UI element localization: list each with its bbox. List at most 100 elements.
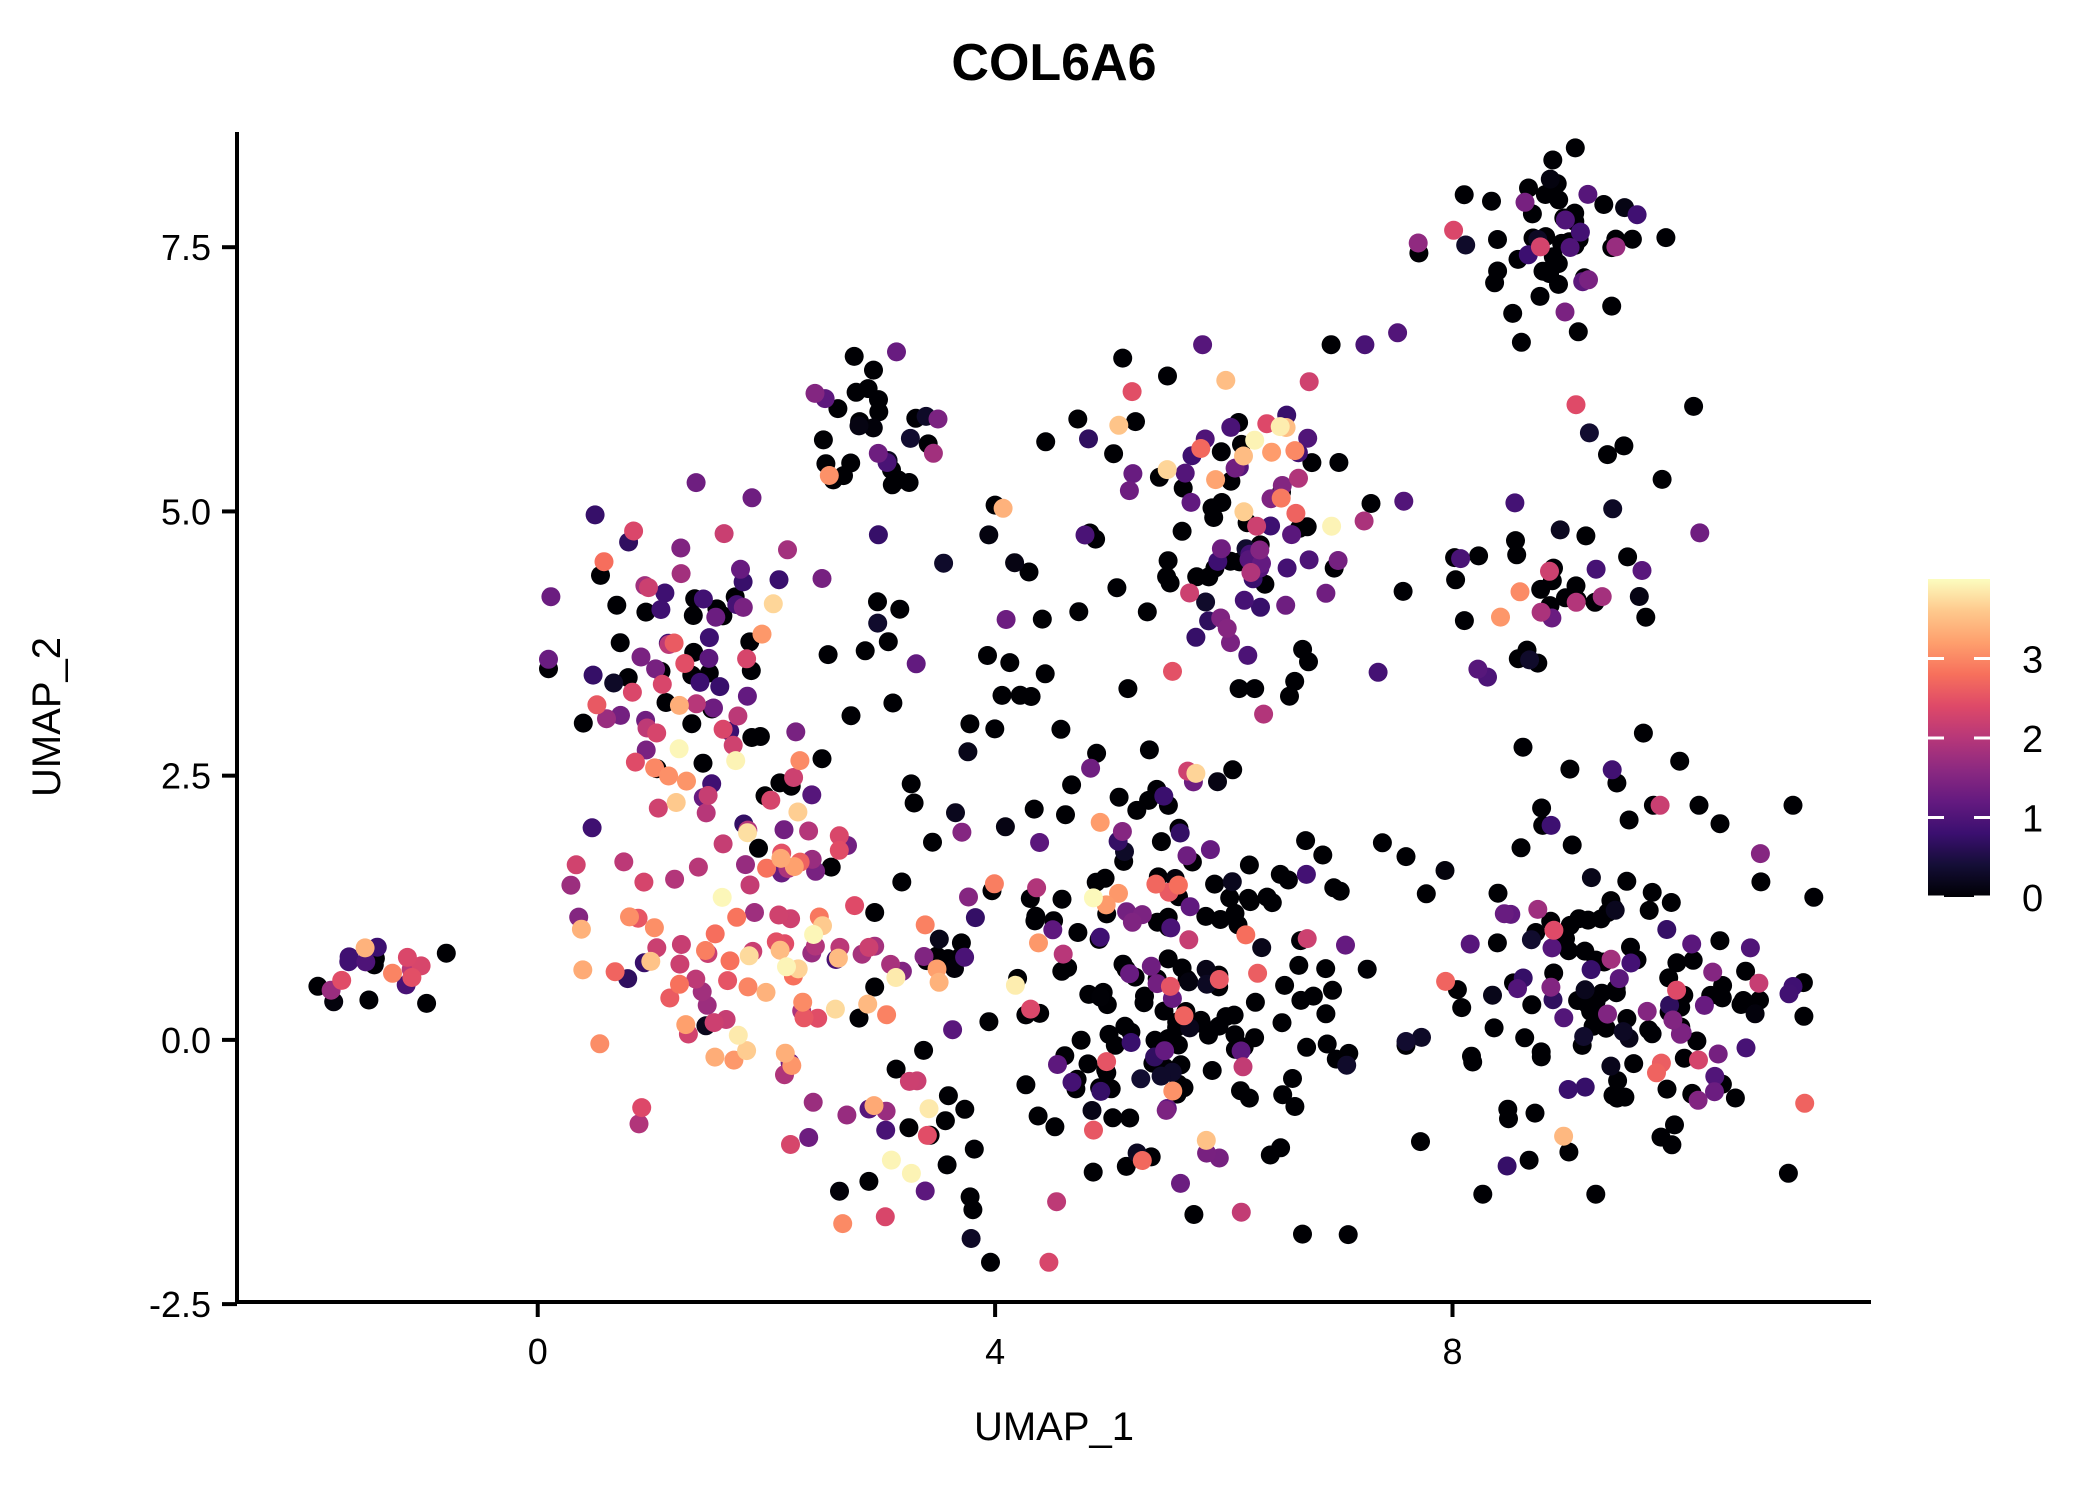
cell-point — [1289, 468, 1308, 488]
cell-point — [1317, 1034, 1337, 1054]
cell-point — [1558, 1080, 1578, 1099]
cell-point — [1177, 846, 1197, 866]
cell-point — [829, 840, 849, 860]
cell-point — [1275, 975, 1295, 995]
cell-point — [1154, 786, 1174, 806]
cell-point — [1163, 1081, 1183, 1101]
cell-point — [1601, 949, 1621, 969]
cell-point — [1241, 563, 1261, 582]
cell-point — [1751, 872, 1771, 892]
cell-point — [1515, 192, 1535, 212]
cell-point — [1099, 1024, 1119, 1044]
cell-point — [1328, 551, 1348, 570]
cell-point — [770, 940, 790, 960]
cell-point — [1749, 973, 1769, 993]
cell-point — [1171, 1173, 1190, 1193]
cell-point — [590, 1034, 610, 1054]
cell-point — [1283, 1069, 1302, 1088]
cell-point — [1574, 1027, 1594, 1046]
cell-point — [828, 399, 848, 419]
cell-point — [1663, 1010, 1683, 1030]
cell-point — [636, 602, 656, 622]
cell-point — [699, 648, 719, 668]
cell-point — [1036, 432, 1056, 452]
cell-point — [1231, 1081, 1250, 1101]
cell-point — [984, 874, 1004, 894]
cell-point — [1196, 906, 1216, 926]
cell-point — [1513, 737, 1533, 757]
cell-point — [1118, 679, 1138, 699]
cell-point — [1131, 1069, 1151, 1089]
cell-point — [1560, 759, 1580, 779]
cell-point — [1674, 1048, 1694, 1068]
y-tick-label: 2.5 — [161, 756, 211, 797]
cell-point — [844, 346, 864, 366]
cell-point — [706, 607, 726, 627]
cell-point — [1175, 463, 1195, 483]
cell-point — [1285, 441, 1305, 461]
cell-point — [1247, 516, 1267, 536]
cell-point — [1576, 526, 1596, 546]
cell-point — [1062, 1072, 1082, 1092]
cell-point — [963, 1200, 983, 1220]
cell-point — [402, 968, 422, 987]
cell-point — [959, 887, 978, 907]
cell-point — [1603, 499, 1623, 519]
cell-point — [683, 606, 703, 625]
cell-point — [1506, 531, 1525, 551]
cell-point — [1602, 296, 1622, 316]
cell-point — [566, 855, 586, 875]
cell-point — [731, 559, 750, 579]
cell-point — [1271, 488, 1291, 508]
cell-point — [1221, 633, 1240, 653]
cell-point — [1091, 987, 1110, 1007]
cell-point — [1250, 540, 1270, 560]
cell-point — [1205, 874, 1225, 894]
cell-point — [813, 430, 833, 450]
y-tick-label: 7.5 — [161, 227, 211, 268]
cell-point — [864, 1096, 884, 1116]
cell-point — [1179, 930, 1199, 950]
cell-point — [1508, 979, 1527, 999]
cell-point — [899, 1071, 919, 1091]
cell-point — [1794, 1006, 1814, 1026]
cell-point — [1609, 969, 1629, 989]
cell-point — [1740, 938, 1760, 958]
cell-point — [865, 903, 885, 922]
cell-point — [1484, 1018, 1504, 1038]
cell-point — [1121, 1033, 1141, 1052]
cell-point — [1627, 205, 1647, 225]
cell-point — [677, 771, 696, 791]
cell-point — [1647, 1063, 1666, 1083]
cell-point — [1078, 1054, 1098, 1074]
cell-point — [1650, 795, 1670, 815]
cell-point — [1491, 607, 1510, 627]
cell-point — [821, 857, 841, 877]
cell-point — [1186, 627, 1206, 647]
cell-point — [1282, 525, 1302, 545]
cell-point — [923, 832, 942, 852]
cell-point — [946, 803, 965, 823]
cell-point — [594, 552, 614, 572]
cell-point — [1122, 382, 1142, 402]
cell-point — [876, 1120, 896, 1140]
cell-point — [1592, 587, 1612, 607]
cell-point — [1485, 273, 1505, 293]
cell-point — [629, 1114, 649, 1134]
cell-point — [1575, 980, 1595, 1000]
cell-point — [1532, 798, 1552, 818]
cell-point — [1005, 975, 1025, 995]
cell-point — [1084, 1120, 1103, 1140]
cell-point — [1257, 887, 1277, 907]
cell-point — [1204, 508, 1224, 527]
cell-point — [1618, 547, 1638, 567]
cell-point — [1297, 929, 1317, 949]
cell-point — [1199, 567, 1219, 587]
cell-point — [890, 599, 910, 619]
cell-point — [756, 982, 776, 1002]
cell-point — [1161, 918, 1181, 938]
cell-point — [1606, 237, 1626, 257]
cell-point — [943, 1020, 963, 1040]
cell-point — [670, 974, 689, 994]
cell-point — [641, 951, 661, 971]
